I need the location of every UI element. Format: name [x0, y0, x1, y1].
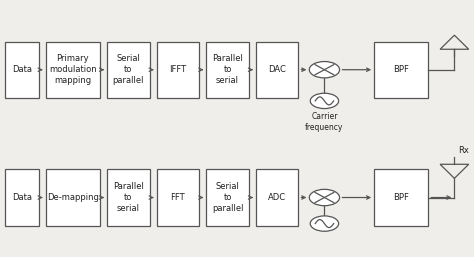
- Text: FFT: FFT: [171, 193, 185, 202]
- Text: Carrier
frequency: Carrier frequency: [305, 112, 344, 132]
- Text: Serial
to
parallel: Serial to parallel: [112, 54, 144, 85]
- Text: Parallel
to
serial: Parallel to serial: [212, 54, 243, 85]
- Text: Primary
modulation
mapping: Primary modulation mapping: [49, 54, 97, 85]
- Text: DAC: DAC: [268, 65, 286, 74]
- Text: Rx: Rx: [458, 146, 469, 155]
- Bar: [374, 169, 428, 226]
- Bar: [46, 169, 100, 226]
- Bar: [206, 169, 249, 226]
- Bar: [374, 42, 428, 98]
- Bar: [156, 42, 199, 98]
- Text: BPF: BPF: [393, 65, 409, 74]
- Text: ADC: ADC: [268, 193, 286, 202]
- Bar: [256, 42, 299, 98]
- Text: Parallel
to
serial: Parallel to serial: [113, 182, 144, 213]
- Text: De-mapping: De-mapping: [47, 193, 99, 202]
- Bar: [46, 42, 100, 98]
- Bar: [206, 42, 249, 98]
- Text: Serial
to
parallel: Serial to parallel: [212, 182, 243, 213]
- Circle shape: [310, 93, 338, 108]
- Bar: [107, 42, 150, 98]
- Text: Data: Data: [12, 193, 32, 202]
- Bar: [256, 169, 299, 226]
- Circle shape: [310, 61, 339, 78]
- Text: BPF: BPF: [393, 193, 409, 202]
- Bar: [5, 169, 38, 226]
- Circle shape: [310, 189, 339, 206]
- Bar: [5, 42, 38, 98]
- Bar: [107, 169, 150, 226]
- Text: IFFT: IFFT: [169, 65, 186, 74]
- Circle shape: [310, 216, 338, 231]
- Bar: [156, 169, 199, 226]
- Text: Data: Data: [12, 65, 32, 74]
